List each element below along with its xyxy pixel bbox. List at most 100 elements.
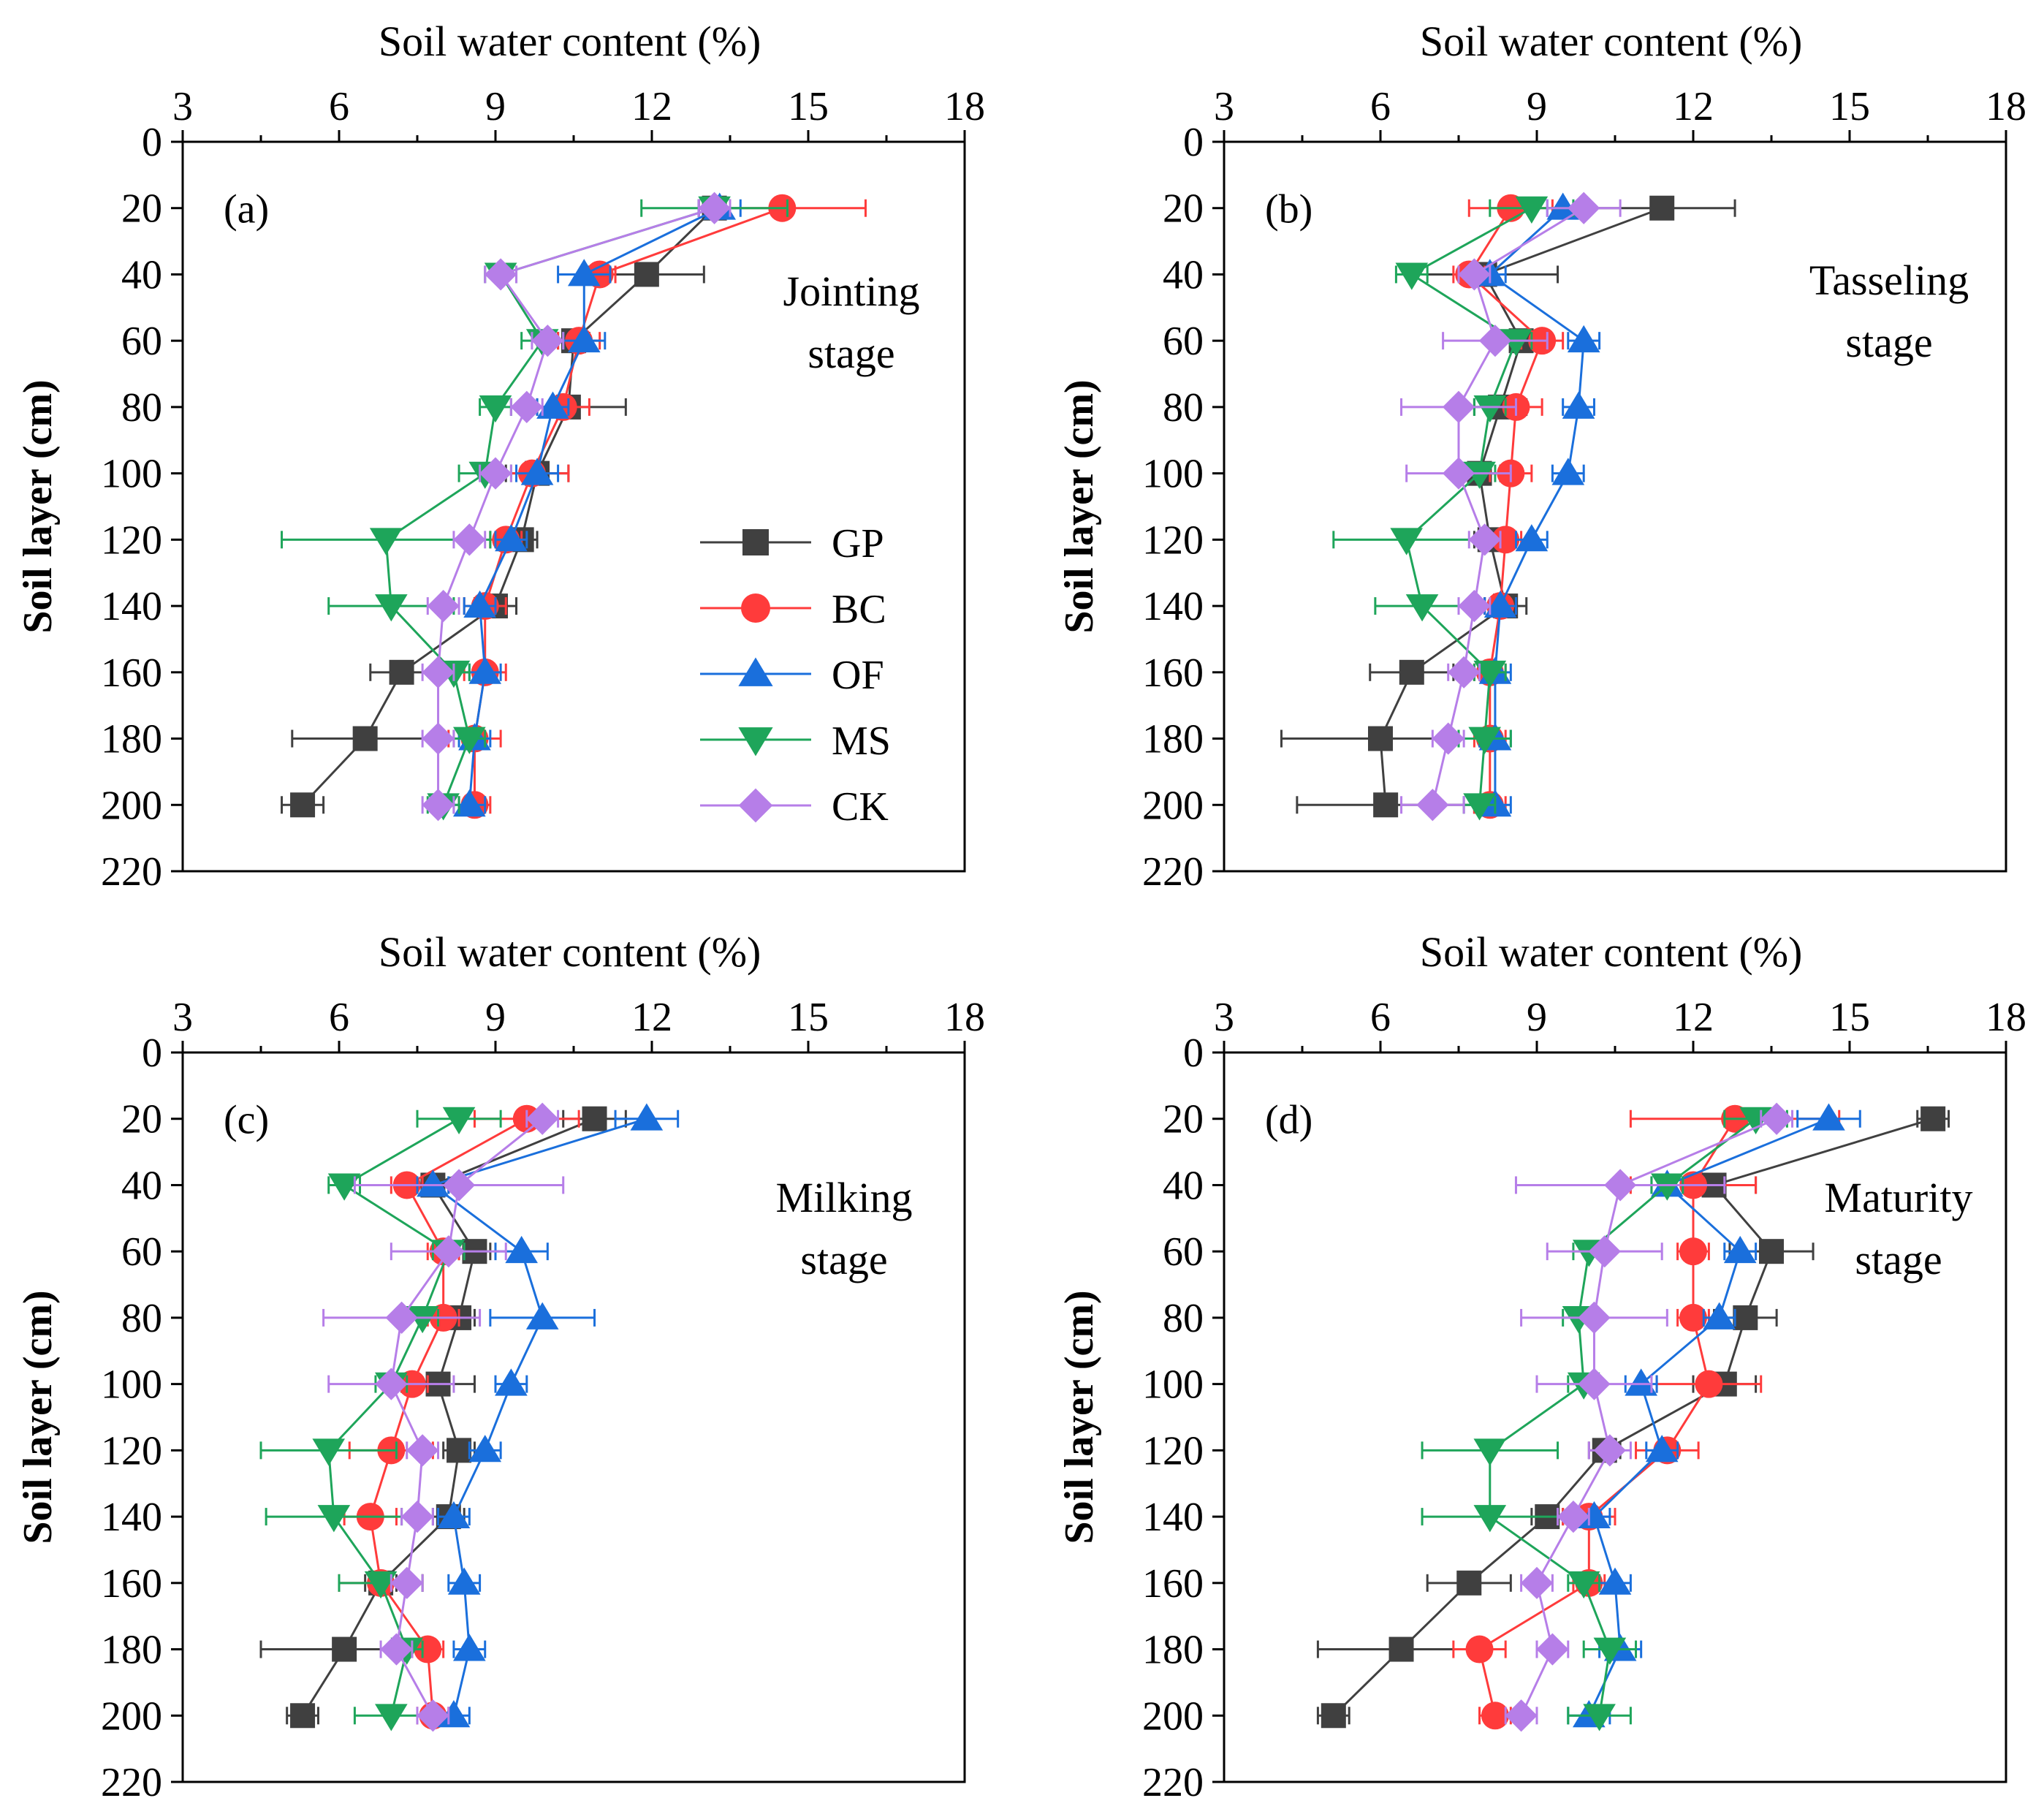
data-point bbox=[1568, 191, 1600, 224]
legend-label: CK bbox=[832, 784, 889, 830]
data-point bbox=[1679, 1237, 1707, 1266]
plot-frame bbox=[1223, 1051, 2007, 1783]
x-axis-title: Soil water content (%) bbox=[1420, 928, 1802, 976]
plot-frame bbox=[181, 1051, 966, 1783]
data-point bbox=[1416, 789, 1449, 822]
data-point bbox=[630, 1103, 664, 1131]
panel-label: (a) bbox=[224, 187, 269, 232]
series-line bbox=[1488, 207, 1585, 805]
legend-marker bbox=[742, 529, 769, 555]
data-point bbox=[520, 458, 554, 485]
series-gp bbox=[259, 1106, 627, 1729]
data-point bbox=[485, 258, 517, 291]
y-tick-label: 160 bbox=[1142, 1561, 1204, 1607]
y-tick-label: 180 bbox=[101, 1628, 162, 1673]
data-point bbox=[442, 1169, 476, 1202]
series-of bbox=[416, 1103, 680, 1728]
data-point bbox=[1388, 1636, 1414, 1662]
x-tick-label: 12 bbox=[1673, 995, 1714, 1040]
data-point bbox=[1465, 1635, 1494, 1664]
data-point bbox=[479, 457, 512, 490]
data-point bbox=[1578, 1368, 1611, 1400]
data-point bbox=[1473, 660, 1507, 689]
x-tick-label: 15 bbox=[788, 84, 829, 129]
y-tick-label: 160 bbox=[101, 650, 162, 696]
x-tick-label: 3 bbox=[172, 995, 193, 1040]
data-point bbox=[1567, 1571, 1600, 1599]
series-line bbox=[437, 207, 715, 805]
x-axis-title: Soil water content (%) bbox=[1420, 18, 1802, 65]
y-tick-label: 40 bbox=[1163, 252, 1204, 297]
data-point bbox=[1703, 1302, 1736, 1329]
legend-marker bbox=[738, 727, 773, 756]
y-tick-label: 120 bbox=[101, 1428, 162, 1473]
data-point bbox=[327, 1173, 361, 1201]
panel-a: 3 6 9 12 15 18020406080100120140160180200220S… bbox=[15, 18, 985, 895]
x-tick-label: 12 bbox=[631, 995, 672, 1040]
y-tick-label: 80 bbox=[1163, 1296, 1204, 1341]
y-tick-label: 40 bbox=[121, 1163, 162, 1208]
data-point bbox=[1473, 1505, 1507, 1533]
stage-label-line-1: Maturity bbox=[1825, 1174, 1973, 1221]
y-tick-label: 100 bbox=[101, 1362, 162, 1408]
data-point bbox=[526, 1102, 559, 1135]
y-tick-label: 100 bbox=[101, 452, 162, 497]
y-tick-label: 180 bbox=[1142, 1628, 1204, 1673]
series-line bbox=[1489, 1118, 1757, 1716]
y-tick-label: 140 bbox=[101, 1495, 162, 1540]
data-point bbox=[468, 1435, 502, 1463]
series-line bbox=[1332, 1118, 1934, 1717]
series-ck bbox=[322, 1102, 565, 1732]
x-tick-label: 18 bbox=[944, 84, 985, 129]
data-point bbox=[427, 589, 460, 623]
y-tick-label: 120 bbox=[1142, 517, 1204, 563]
series-line bbox=[390, 1118, 544, 1716]
series-line bbox=[384, 207, 715, 805]
stage-label-line-2: stage bbox=[800, 1236, 887, 1283]
series-line bbox=[1478, 1118, 1736, 1716]
data-point bbox=[1481, 1702, 1509, 1730]
data-point bbox=[1321, 1703, 1346, 1729]
data-point bbox=[1695, 1370, 1723, 1398]
series-line bbox=[301, 207, 715, 806]
x-tick-label: 9 bbox=[485, 995, 506, 1040]
data-point bbox=[317, 1505, 351, 1533]
data-point bbox=[1557, 1500, 1590, 1533]
series-line bbox=[1405, 207, 1532, 805]
data-point bbox=[389, 659, 414, 685]
legend-label: BC bbox=[832, 587, 886, 632]
y-tick-label: 180 bbox=[1142, 717, 1204, 762]
data-point bbox=[1567, 325, 1600, 353]
data-point bbox=[447, 1567, 481, 1595]
x-tick-label: 6 bbox=[1370, 995, 1391, 1040]
data-point bbox=[453, 523, 486, 556]
data-point bbox=[442, 1107, 476, 1134]
series-line bbox=[468, 207, 721, 805]
x-tick-label: 9 bbox=[485, 84, 506, 129]
data-point bbox=[1515, 196, 1549, 224]
data-point bbox=[1604, 1169, 1637, 1202]
data-point bbox=[1390, 528, 1423, 555]
data-point bbox=[422, 722, 455, 755]
y-tick-label: 60 bbox=[1163, 1229, 1204, 1275]
x-tick-label: 3 bbox=[1214, 84, 1234, 129]
data-point bbox=[525, 1302, 559, 1329]
data-point bbox=[1458, 589, 1491, 623]
data-point bbox=[1598, 1567, 1632, 1595]
y-tick-label: 140 bbox=[101, 584, 162, 629]
y-tick-label: 0 bbox=[1183, 1031, 1204, 1076]
data-point bbox=[1739, 1107, 1772, 1134]
x-tick-label: 6 bbox=[329, 995, 349, 1040]
data-point bbox=[1483, 590, 1517, 618]
data-point bbox=[1562, 391, 1595, 419]
data-point bbox=[1442, 390, 1475, 424]
y-tick-label: 140 bbox=[1142, 1495, 1204, 1540]
y-tick-label: 60 bbox=[1163, 319, 1204, 364]
data-point bbox=[437, 1700, 471, 1728]
x-tick-label: 15 bbox=[788, 995, 829, 1040]
data-point bbox=[390, 1566, 423, 1599]
data-point bbox=[1733, 1305, 1758, 1330]
y-tick-label: 120 bbox=[1142, 1428, 1204, 1473]
data-point bbox=[567, 259, 601, 287]
